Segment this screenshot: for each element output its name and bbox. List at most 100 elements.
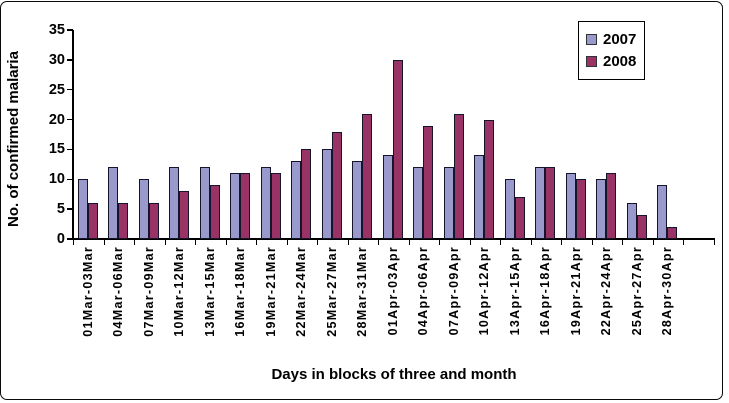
- x-tick: [652, 239, 654, 245]
- bar-2008-19Mar-21Mar: [270, 173, 281, 239]
- x-tick: [103, 239, 105, 245]
- y-tick: [67, 29, 73, 31]
- bar-2007-01Apr-03Apr: [382, 155, 393, 239]
- x-category-label: 28Apr-30Apr: [660, 246, 675, 336]
- x-tick: [469, 239, 471, 245]
- x-tick: [530, 239, 532, 245]
- legend: 2007 2008: [578, 21, 645, 80]
- bar-2008-01Apr-03Apr: [392, 59, 403, 239]
- bar-2008-07Mar-09Mar: [148, 203, 159, 239]
- y-tick-label: 30: [48, 51, 65, 68]
- bar-2007-19Mar-21Mar: [260, 167, 271, 239]
- y-tick-label: 35: [48, 22, 65, 38]
- y-tick-label: 10: [48, 171, 65, 188]
- bar-2007-28Apr-30Apr: [657, 185, 668, 239]
- legend-item-2008: 2008: [586, 52, 644, 70]
- bar-2008-25Apr-27Apr: [636, 215, 647, 239]
- x-tick: [561, 239, 563, 245]
- x-tick: [256, 239, 258, 245]
- bar-2007-10Mar-12Mar: [169, 167, 180, 239]
- bar-2008-13Apr-15Apr: [514, 197, 525, 239]
- bar-2007-28Mar-31Mar: [352, 161, 363, 239]
- bar-2007-19Apr-21Apr: [565, 173, 576, 239]
- bar-2007-16Apr-18Apr: [535, 167, 546, 239]
- bar-2008-07Apr-09Apr: [453, 113, 464, 239]
- x-tick: [73, 239, 75, 245]
- x-category-label: 10Mar-12Mar: [172, 246, 187, 337]
- bar-2008-16Apr-18Apr: [545, 167, 556, 239]
- bar-2008-25Mar-27Mar: [331, 131, 342, 239]
- x-tick: [225, 239, 227, 245]
- x-category-label: 25Mar-27Mar: [324, 246, 339, 337]
- bar-2008-19Apr-21Apr: [575, 179, 586, 239]
- bar-2007-16Mar-18Mar: [230, 173, 241, 239]
- x-category-label: 22Apr-24Apr: [599, 246, 614, 336]
- x-tick: [591, 239, 593, 245]
- y-tick: [67, 208, 73, 210]
- x-tick: [622, 239, 624, 245]
- bar-2007-04Mar-06Mar: [108, 167, 119, 239]
- x-tick: [713, 239, 715, 245]
- bar-2008-01Mar-03Mar: [87, 203, 98, 239]
- bar-2008-22Mar-24Mar: [301, 149, 312, 239]
- y-axis-title: No. of confirmed malaria: [5, 51, 22, 227]
- x-category-label: 04Apr-06Apr: [416, 246, 431, 336]
- x-tick: [195, 239, 197, 245]
- bar-2008-10Apr-12Apr: [484, 119, 495, 239]
- x-tick: [408, 239, 410, 245]
- legend-item-2007: 2007: [586, 30, 644, 48]
- y-tick-label: 0: [56, 231, 65, 247]
- y-tick: [67, 118, 73, 121]
- x-tick: [286, 239, 288, 245]
- bar-2007-25Apr-27Apr: [626, 203, 637, 239]
- x-tick: [317, 239, 319, 245]
- x-category-label: 04Mar-06Mar: [111, 246, 126, 337]
- x-tick: [134, 239, 136, 245]
- bar-2008-04Apr-06Apr: [423, 125, 434, 239]
- bar-2007-22Mar-24Mar: [291, 161, 302, 239]
- y-tick: [67, 178, 73, 180]
- y-tick: [67, 59, 73, 61]
- y-axis-line: [72, 30, 74, 239]
- x-category-label: 22Mar-24Mar: [294, 246, 309, 337]
- bar-2007-01Mar-03Mar: [77, 179, 88, 239]
- y-tick-label: 25: [48, 81, 65, 98]
- x-category-label: 07Mar-09Mar: [141, 246, 156, 337]
- x-tick: [378, 239, 380, 245]
- x-tick: [500, 239, 502, 245]
- bar-2007-25Mar-27Mar: [321, 149, 332, 239]
- y-tick-label: 15: [48, 141, 65, 158]
- x-category-label: 13Mar-15Mar: [202, 246, 217, 337]
- x-tick: [347, 239, 349, 245]
- x-category-label: 07Apr-09Apr: [446, 246, 461, 336]
- bar-2008-28Mar-31Mar: [362, 113, 373, 239]
- y-tick-label: 5: [56, 201, 65, 218]
- bar-2007-22Apr-24Apr: [596, 179, 607, 239]
- bar-2008-13Mar-15Mar: [209, 185, 220, 239]
- bar-2007-07Apr-09Apr: [443, 167, 454, 239]
- x-category-label: 28Mar-31Mar: [355, 246, 370, 337]
- x-category-label: 01Mar-03Mar: [80, 246, 95, 337]
- bar-2008-10Mar-12Mar: [179, 191, 190, 239]
- y-tick: [67, 148, 73, 151]
- bar-2007-13Apr-15Apr: [504, 179, 515, 239]
- x-category-label: 01Apr-03Apr: [385, 246, 400, 336]
- x-tick: [683, 239, 685, 245]
- y-tick-label: 20: [48, 111, 65, 128]
- x-category-label: 19Mar-21Mar: [263, 246, 278, 337]
- legend-label-2007: 2007: [603, 30, 637, 48]
- bar-2008-16Mar-18Mar: [240, 173, 251, 239]
- x-category-label: 19Apr-21Apr: [568, 246, 583, 336]
- bar-2008-22Apr-24Apr: [606, 173, 617, 239]
- y-tick: [67, 89, 73, 91]
- x-tick: [164, 239, 166, 245]
- x-axis-title: Days in blocks of three and month: [271, 366, 517, 383]
- x-category-label: 10Apr-12Apr: [477, 246, 492, 336]
- legend-label-2008: 2008: [603, 52, 637, 70]
- bar-2008-04Mar-06Mar: [118, 203, 129, 239]
- bar-2008-28Apr-30Apr: [667, 227, 678, 239]
- legend-swatch-2007: [586, 34, 597, 45]
- x-category-label: 16Mar-18Mar: [233, 246, 248, 337]
- bar-2007-13Mar-15Mar: [199, 167, 210, 239]
